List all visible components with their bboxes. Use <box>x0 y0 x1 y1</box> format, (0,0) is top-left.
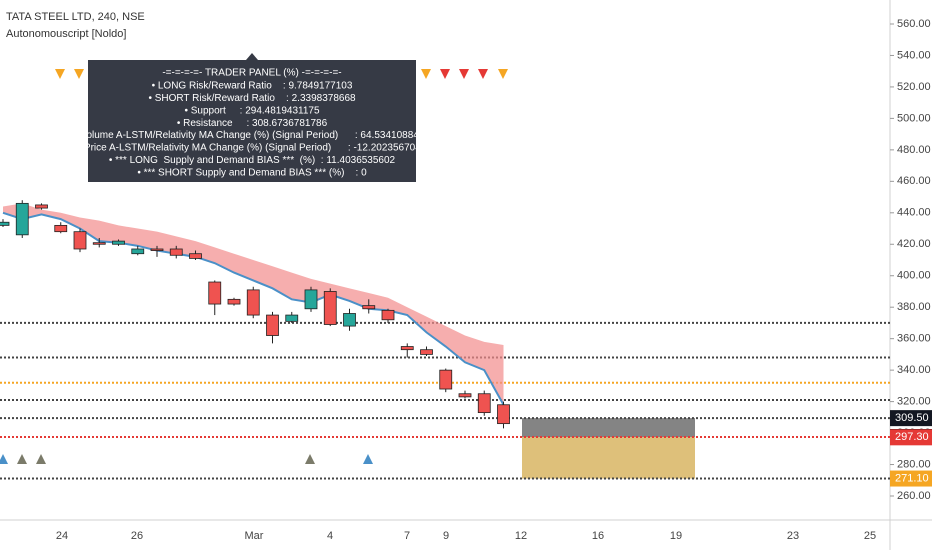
zone-box <box>522 437 695 479</box>
panel-line: • *** SHORT Supply and Demand BIAS *** (… <box>137 167 367 178</box>
panel-line: • Support : 294.4819431175 <box>184 105 320 116</box>
x-tick-label: 12 <box>515 530 527 542</box>
price-label: 271.10 <box>890 470 932 487</box>
candle-body <box>400 346 414 351</box>
panel-line: • Volume A-LSTM/Relativity MA Change (%)… <box>74 130 430 141</box>
x-tick-label: 9 <box>443 530 449 542</box>
price-label: 297.30 <box>890 429 932 446</box>
y-tick-label: 460.00 <box>897 175 931 187</box>
candle-body <box>266 314 279 336</box>
candle-body <box>150 248 164 251</box>
candle-body <box>439 369 453 390</box>
band-line <box>2 211 505 406</box>
price-label: 309.50 <box>890 410 932 427</box>
candle-body <box>323 291 337 325</box>
candle-body <box>362 305 376 310</box>
panel-line: • Resistance : 308.6736781786 <box>177 118 328 129</box>
y-tick-label: 280.00 <box>897 458 931 470</box>
y-tick-label: 500.00 <box>897 112 931 124</box>
candle-body <box>35 204 48 209</box>
candle-body <box>208 281 222 305</box>
y-tick-label: 520.00 <box>897 81 931 93</box>
signals <box>0 69 508 464</box>
y-tick-label: 340.00 <box>897 364 931 376</box>
y-tick-label: 320.00 <box>897 396 931 408</box>
x-tick-label: 25 <box>864 530 876 542</box>
x-tick-label: Mar <box>245 530 264 542</box>
x-tick-label: 4 <box>327 530 333 542</box>
panel-line: • LONG Risk/Reward Ratio : 9.7849177103 <box>152 81 353 92</box>
price-label-box <box>890 410 932 427</box>
y-tick-label: 380.00 <box>897 301 931 313</box>
candle-body <box>169 248 183 256</box>
candle-body <box>420 349 433 355</box>
candle-body <box>54 224 68 233</box>
y-tick-label: 560.00 <box>897 18 931 30</box>
candle-body <box>497 404 510 425</box>
candle-body <box>381 309 395 321</box>
panel-box <box>88 53 416 182</box>
candle-body <box>304 289 318 310</box>
indicator-name: Autonomouscript [Noldo] <box>6 28 126 40</box>
candle-body <box>112 240 125 245</box>
y-tick-label: 440.00 <box>897 207 931 219</box>
x-tick-label: 19 <box>670 530 682 542</box>
panel-title: -=-=-=-=- TRADER PANEL (%) -=-=-=-=- <box>162 68 341 79</box>
zone-box <box>522 418 695 438</box>
price-label-text: 297.30 <box>895 431 929 443</box>
price-label-box <box>890 470 932 487</box>
candle-body <box>227 298 241 305</box>
price-label-text: 309.50 <box>895 412 929 424</box>
price-label-text: 271.10 <box>895 472 929 484</box>
panel-line: • *** LONG Supply and Demand BIAS *** (%… <box>109 155 396 166</box>
candle-body <box>15 202 29 236</box>
price-label-box <box>890 429 932 446</box>
panel-text: -=-=-=-=- TRADER PANEL (%) -=-=-=-=- • LO… <box>74 68 430 179</box>
y-tick-label: 360.00 <box>897 333 931 345</box>
y-tick-label: 400.00 <box>897 270 931 282</box>
y-tick-label: 260.00 <box>897 490 931 502</box>
x-tick-label: 7 <box>404 530 410 542</box>
x-tick-label: 26 <box>131 530 143 542</box>
panel-line: • SHORT Risk/Reward Ratio : 2.3398378668 <box>148 93 356 104</box>
signal-triangle <box>440 69 488 79</box>
candle-body <box>131 248 145 255</box>
candle-body <box>0 221 10 226</box>
trader-panel: -=-=-=-=- TRADER PANEL (%) -=-=-=-=- • LO… <box>74 53 430 182</box>
panel-line: • Price A-LSTM/Relativity MA Change (%) … <box>78 143 427 154</box>
candle-body <box>189 253 202 259</box>
candle-body <box>285 314 299 322</box>
candle-body <box>246 289 260 316</box>
x-tick-label: 16 <box>592 530 604 542</box>
candle-body <box>477 393 491 414</box>
y-tick-label: 540.00 <box>897 49 931 61</box>
y-tick-label: 420.00 <box>897 238 931 250</box>
candle-body <box>343 313 356 327</box>
candle-body <box>73 231 87 250</box>
x-tick-label: 24 <box>56 530 68 542</box>
symbol-title: TATA STEEL LTD, 240, NSE <box>6 11 145 23</box>
plot <box>0 200 890 480</box>
candle-body <box>92 242 106 245</box>
x-tick-label: 23 <box>787 530 799 542</box>
candle-body <box>458 393 472 398</box>
y-tick-label: 480.00 <box>897 144 931 156</box>
